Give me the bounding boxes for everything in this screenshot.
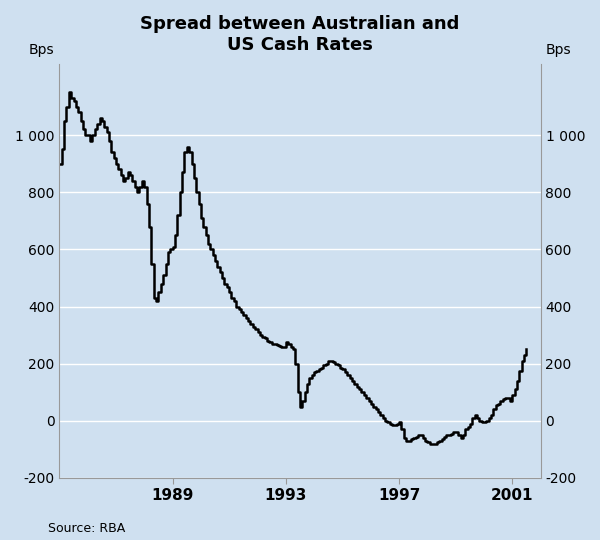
- Text: Bps: Bps: [545, 44, 571, 57]
- Text: Source: RBA: Source: RBA: [48, 522, 125, 535]
- Text: Bps: Bps: [29, 44, 55, 57]
- Title: Spread between Australian and
US Cash Rates: Spread between Australian and US Cash Ra…: [140, 15, 460, 54]
